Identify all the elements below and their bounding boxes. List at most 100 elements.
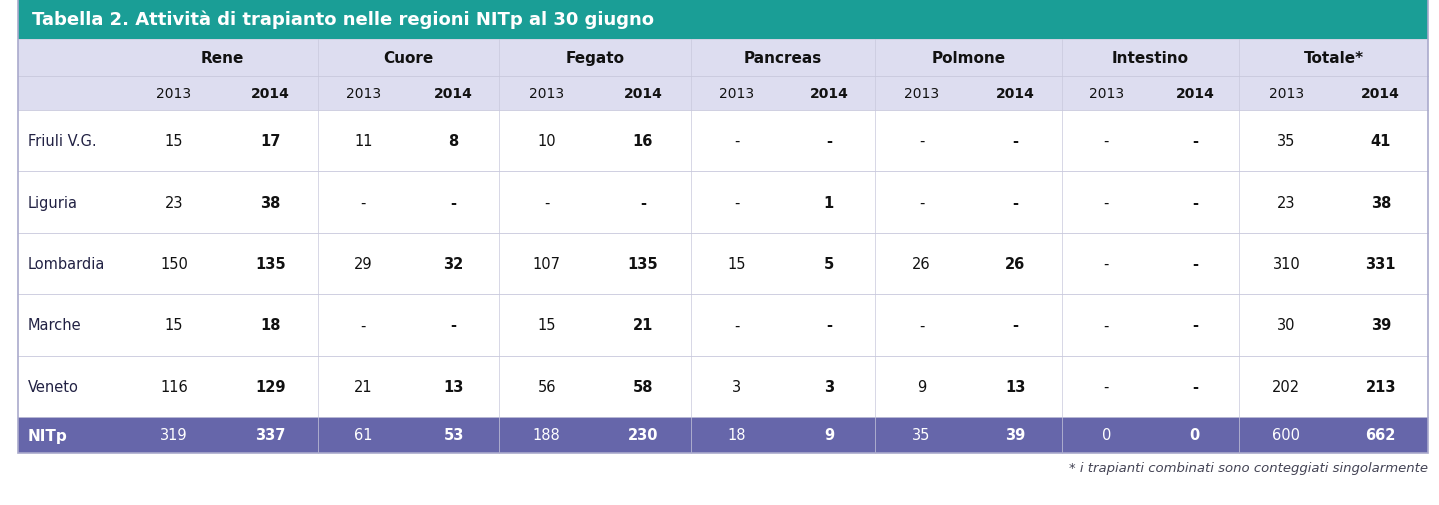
Text: 32: 32 (443, 257, 463, 272)
Text: 319: 319 (160, 428, 189, 442)
Text: -: - (1191, 195, 1197, 210)
Text: 58: 58 (633, 379, 653, 394)
Text: -: - (1191, 257, 1197, 272)
Text: -: - (544, 195, 550, 210)
Bar (19, 233, 1427, 294)
Text: -: - (450, 195, 456, 210)
Text: 13: 13 (1004, 379, 1026, 394)
Text: 2013: 2013 (720, 87, 754, 101)
Text: 2013: 2013 (904, 87, 940, 101)
Text: 600: 600 (1272, 428, 1301, 442)
Text: 15: 15 (165, 134, 183, 149)
Text: 8: 8 (449, 134, 459, 149)
Text: 135: 135 (255, 257, 285, 272)
Bar (19, 111, 1427, 172)
Text: 15: 15 (538, 318, 555, 333)
Text: 3: 3 (823, 379, 833, 394)
Text: 23: 23 (165, 195, 183, 210)
Text: -: - (1012, 134, 1019, 149)
Text: Liguria: Liguria (27, 195, 78, 210)
Text: 53: 53 (443, 428, 463, 442)
Text: 18: 18 (728, 428, 747, 442)
Text: 21: 21 (354, 379, 373, 394)
Text: 39: 39 (1371, 318, 1392, 333)
Text: 2014: 2014 (1361, 87, 1400, 101)
Text: -: - (1191, 318, 1197, 333)
Text: NITp: NITp (27, 428, 68, 442)
Bar (19, 356, 1427, 417)
Text: 331: 331 (1366, 257, 1396, 272)
Text: -: - (361, 318, 366, 333)
Text: 29: 29 (354, 257, 373, 272)
Text: 56: 56 (538, 379, 555, 394)
Text: 202: 202 (1272, 379, 1301, 394)
Text: -: - (826, 318, 832, 333)
Text: 35: 35 (1278, 134, 1295, 149)
Text: 38: 38 (1370, 195, 1392, 210)
Text: Pancreas: Pancreas (744, 51, 822, 66)
Text: 2013: 2013 (157, 87, 191, 101)
Text: 2013: 2013 (345, 87, 381, 101)
Text: Tabella 2. Attività di trapianto nelle regioni NITp al 30 giugno: Tabella 2. Attività di trapianto nelle r… (32, 11, 653, 29)
Text: 2014: 2014 (809, 87, 848, 101)
Text: 2014: 2014 (1176, 87, 1215, 101)
Text: 18: 18 (260, 318, 281, 333)
Text: -: - (1012, 195, 1019, 210)
Text: -: - (920, 134, 924, 149)
Text: 230: 230 (627, 428, 658, 442)
Text: 9: 9 (917, 379, 927, 394)
Text: -: - (1104, 195, 1109, 210)
Text: -: - (640, 195, 646, 210)
Text: 39: 39 (1004, 428, 1026, 442)
Text: -: - (920, 318, 924, 333)
Text: 26: 26 (912, 257, 931, 272)
Text: Marche: Marche (27, 318, 82, 333)
Text: 188: 188 (532, 428, 561, 442)
Text: 2014: 2014 (996, 87, 1035, 101)
Text: 213: 213 (1366, 379, 1396, 394)
Text: 2013: 2013 (530, 87, 564, 101)
Text: 0: 0 (1102, 428, 1111, 442)
Text: 1: 1 (823, 195, 835, 210)
Text: 129: 129 (255, 379, 285, 394)
Text: Rene: Rene (200, 51, 243, 66)
Text: Lombardia: Lombardia (27, 257, 105, 272)
Text: 26: 26 (1004, 257, 1026, 272)
Text: 11: 11 (354, 134, 373, 149)
Text: 135: 135 (627, 257, 658, 272)
Text: 662: 662 (1366, 428, 1396, 442)
Text: 15: 15 (728, 257, 747, 272)
Text: Intestino: Intestino (1112, 51, 1189, 66)
Text: 38: 38 (260, 195, 281, 210)
Bar (19, 40, 1427, 111)
Text: -: - (1191, 134, 1197, 149)
Text: 310: 310 (1272, 257, 1301, 272)
Text: 2013: 2013 (1269, 87, 1304, 101)
Text: -: - (734, 318, 740, 333)
Bar (19, 0, 1427, 453)
Text: -: - (1191, 379, 1197, 394)
Text: 61: 61 (354, 428, 373, 442)
Text: 17: 17 (260, 134, 281, 149)
Text: 2014: 2014 (435, 87, 473, 101)
Text: 35: 35 (912, 428, 931, 442)
Text: 116: 116 (160, 379, 189, 394)
Text: 150: 150 (160, 257, 189, 272)
Text: -: - (1104, 318, 1109, 333)
Text: 13: 13 (443, 379, 463, 394)
Text: Fegato: Fegato (566, 51, 625, 66)
Text: 2013: 2013 (1089, 87, 1124, 101)
Text: 337: 337 (255, 428, 285, 442)
Text: 10: 10 (537, 134, 555, 149)
Text: -: - (1104, 134, 1109, 149)
Text: 2014: 2014 (250, 87, 289, 101)
Text: 41: 41 (1370, 134, 1392, 149)
Text: * i trapianti combinati sono conteggiati singolarmente: * i trapianti combinati sono conteggiati… (1069, 461, 1427, 474)
Text: 9: 9 (823, 428, 833, 442)
Text: -: - (920, 195, 924, 210)
Text: -: - (361, 195, 366, 210)
Text: 30: 30 (1276, 318, 1295, 333)
Text: Friuli V.G.: Friuli V.G. (27, 134, 96, 149)
Text: 0: 0 (1190, 428, 1200, 442)
Text: 3: 3 (732, 379, 741, 394)
